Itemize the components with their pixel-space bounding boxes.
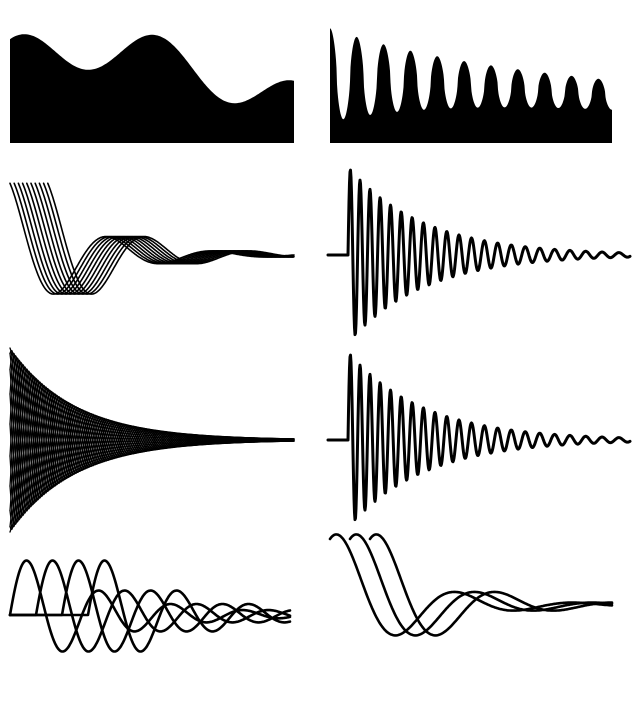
phase-fan-waves xyxy=(9,347,295,533)
wave-line xyxy=(9,361,295,501)
filled-wave-ripple xyxy=(330,28,612,144)
wave-line xyxy=(26,182,295,295)
damped-oscillation xyxy=(326,353,632,522)
wave-line xyxy=(47,182,295,295)
wave-line xyxy=(8,559,292,653)
filled-wave-smooth xyxy=(10,34,294,144)
wave-line xyxy=(326,353,632,522)
shifted-damped-waves xyxy=(9,182,295,295)
wave-line xyxy=(368,533,614,637)
wave-line xyxy=(326,168,632,337)
damped-oscillation xyxy=(326,168,632,337)
shifted-slow-waves xyxy=(8,559,292,653)
wave-line xyxy=(328,533,614,637)
wave-line xyxy=(348,533,614,637)
wave-line xyxy=(9,349,295,510)
filled-area xyxy=(10,34,294,144)
wave-line xyxy=(8,559,292,653)
wave-line xyxy=(21,182,295,295)
wave-line xyxy=(8,559,292,653)
filled-area xyxy=(330,28,612,144)
shifted-slow-waves xyxy=(328,533,614,637)
wave-line xyxy=(42,182,295,295)
wave-line xyxy=(9,354,295,506)
